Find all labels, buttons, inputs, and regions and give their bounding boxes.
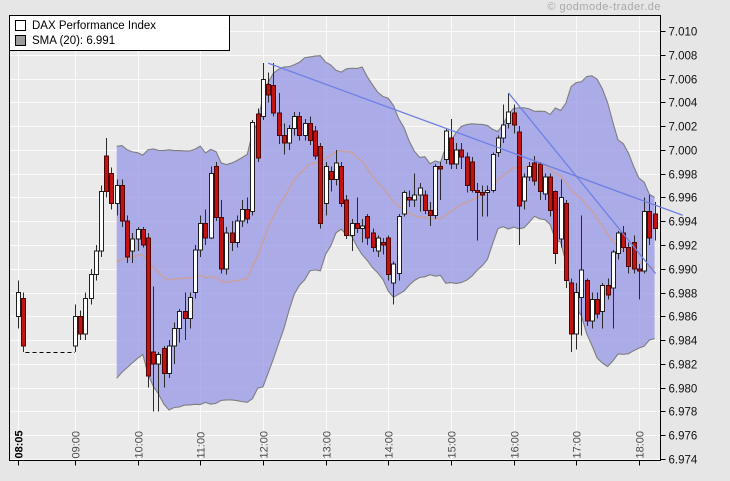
svg-text:7.006: 7.006: [669, 75, 698, 87]
svg-text:11:00: 11:00: [196, 432, 208, 459]
svg-text:6.986: 6.986: [669, 312, 698, 324]
y-axis: 7.010 7.008 7.006 7.004 7.002 7.000 6.998 6.996…: [660, 27, 698, 467]
x-axis: 08:05 09:00 10:00 11:00 12:00 13:00 14:00 15:00…: [14, 430, 647, 466]
trendline-2: [507, 92, 657, 274]
svg-text:15:00: 15:00: [447, 431, 459, 459]
candles-layer: [16, 63, 658, 412]
svg-text:18:00: 18:00: [635, 431, 647, 459]
plot-border: [9, 15, 661, 461]
svg-text:12:00: 12:00: [259, 431, 271, 459]
svg-text:6.996: 6.996: [669, 193, 698, 205]
svg-text:10:00: 10:00: [134, 431, 146, 459]
legend-item-dax[interactable]: DAX Performance Index: [15, 18, 224, 33]
dax-series-label: DAX Performance Index: [32, 19, 157, 32]
svg-text:6.990: 6.990: [669, 265, 698, 277]
svg-text:6.992: 6.992: [669, 241, 698, 253]
svg-text:7.002: 7.002: [669, 122, 698, 134]
trendlines-layer: [267, 62, 684, 274]
svg-text:7.008: 7.008: [669, 51, 698, 63]
svg-text:09:00: 09:00: [71, 431, 83, 459]
sma-series-label: SMA (20): 6.991: [32, 34, 116, 47]
sma-line: [116, 149, 655, 283]
svg-text:6.978: 6.978: [669, 407, 698, 419]
svg-text:6.984: 6.984: [669, 336, 698, 348]
svg-text:16:00: 16:00: [510, 431, 522, 459]
svg-text:13:00: 13:00: [322, 431, 334, 459]
watermark: © godmode-trader.de: [547, 1, 661, 13]
sma-series-swatch: [15, 35, 26, 46]
svg-text:6.982: 6.982: [669, 360, 698, 372]
svg-text:6.994: 6.994: [669, 217, 698, 229]
trendline-1: [267, 62, 684, 216]
svg-text:08:05: 08:05: [14, 430, 26, 458]
svg-text:7.010: 7.010: [669, 27, 698, 39]
svg-text:7.000: 7.000: [669, 146, 698, 158]
svg-text:17:00: 17:00: [572, 431, 584, 459]
svg-text:6.976: 6.976: [669, 431, 698, 443]
svg-text:7.004: 7.004: [669, 98, 698, 110]
svg-text:6.974: 6.974: [669, 455, 698, 467]
svg-text:6.980: 6.980: [669, 384, 698, 396]
svg-text:6.998: 6.998: [669, 170, 698, 182]
svg-text:6.988: 6.988: [669, 289, 698, 301]
legend-item-sma[interactable]: SMA (20): 6.991: [15, 33, 224, 48]
legend: DAX Performance Index SMA (20): 6.991: [9, 15, 230, 51]
svg-text:14:00: 14:00: [384, 431, 396, 459]
dax-series-checkbox: [15, 20, 26, 31]
